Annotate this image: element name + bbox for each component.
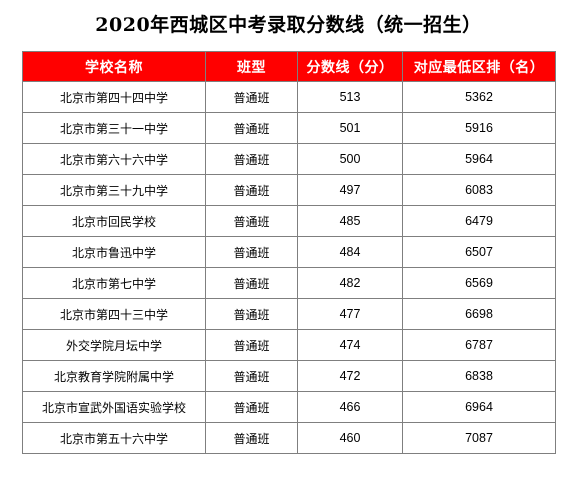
cell-school-name: 北京市第六十六中学 bbox=[22, 143, 206, 175]
cell-score: 500 bbox=[297, 143, 403, 175]
cell-class-type: 普通班 bbox=[205, 174, 298, 206]
cell-rank: 5916 bbox=[402, 112, 556, 144]
table-row: 北京市鲁迅中学 普通班 484 6507 bbox=[22, 236, 556, 268]
cell-rank: 6787 bbox=[402, 329, 556, 361]
cell-score: 472 bbox=[297, 360, 403, 392]
cell-score: 460 bbox=[297, 422, 403, 454]
table-row: 北京市宣武外国语实验学校 普通班 466 6964 bbox=[22, 391, 556, 423]
cell-score: 474 bbox=[297, 329, 403, 361]
table-row: 北京市第六十六中学 普通班 500 5964 bbox=[22, 143, 556, 175]
cell-school-name: 北京市回民学校 bbox=[22, 205, 206, 237]
score-table: 学校名称 班型 分数线（分） 对应最低区排（名） 北京市第四十四中学 普通班 5… bbox=[22, 51, 556, 454]
cell-score: 501 bbox=[297, 112, 403, 144]
table-row: 外交学院月坛中学 普通班 474 6787 bbox=[22, 329, 556, 361]
cell-school-name: 北京市宣武外国语实验学校 bbox=[22, 391, 206, 423]
table-row: 北京市第四十四中学 普通班 513 5362 bbox=[22, 81, 556, 113]
cell-school-name: 北京市第三十九中学 bbox=[22, 174, 206, 206]
table-row: 北京市第三十一中学 普通班 501 5916 bbox=[22, 112, 556, 144]
cell-rank: 6698 bbox=[402, 298, 556, 330]
cell-rank: 5362 bbox=[402, 81, 556, 113]
cell-score: 484 bbox=[297, 236, 403, 268]
cell-school-name: 北京市第三十一中学 bbox=[22, 112, 206, 144]
cell-class-type: 普通班 bbox=[205, 360, 298, 392]
cell-rank: 6479 bbox=[402, 205, 556, 237]
cell-school-name: 北京市第四十三中学 bbox=[22, 298, 206, 330]
cell-score: 497 bbox=[297, 174, 403, 206]
cell-school-name: 北京市鲁迅中学 bbox=[22, 236, 206, 268]
cell-class-type: 普通班 bbox=[205, 267, 298, 299]
cell-class-type: 普通班 bbox=[205, 205, 298, 237]
cell-rank: 6507 bbox=[402, 236, 556, 268]
cell-score: 485 bbox=[297, 205, 403, 237]
cell-school-name: 北京教育学院附属中学 bbox=[22, 360, 206, 392]
cell-rank: 6569 bbox=[402, 267, 556, 299]
table-body: 北京市第四十四中学 普通班 513 5362 北京市第三十一中学 普通班 501… bbox=[22, 81, 556, 454]
cell-rank: 6083 bbox=[402, 174, 556, 206]
cell-score: 482 bbox=[297, 267, 403, 299]
header-min-rank: 对应最低区排（名） bbox=[402, 51, 556, 82]
cell-class-type: 普通班 bbox=[205, 298, 298, 330]
cell-rank: 6838 bbox=[402, 360, 556, 392]
page-title: 2020年西城区中考录取分数线（统一招生） bbox=[95, 14, 482, 36]
table-row: 北京市第五十六中学 普通班 460 7087 bbox=[22, 422, 556, 454]
cell-class-type: 普通班 bbox=[205, 329, 298, 361]
cell-school-name: 北京市第七中学 bbox=[22, 267, 206, 299]
cell-class-type: 普通班 bbox=[205, 81, 298, 113]
cell-class-type: 普通班 bbox=[205, 391, 298, 423]
table-row: 北京市第七中学 普通班 482 6569 bbox=[22, 267, 556, 299]
header-class-type: 班型 bbox=[205, 51, 298, 82]
cell-score: 466 bbox=[297, 391, 403, 423]
table-row: 北京市回民学校 普通班 485 6479 bbox=[22, 205, 556, 237]
cell-school-name: 北京市第五十六中学 bbox=[22, 422, 206, 454]
cell-score: 513 bbox=[297, 81, 403, 113]
cell-school-name: 北京市第四十四中学 bbox=[22, 81, 206, 113]
table-header-row: 学校名称 班型 分数线（分） 对应最低区排（名） bbox=[22, 51, 556, 82]
cell-rank: 5964 bbox=[402, 143, 556, 175]
cell-school-name: 外交学院月坛中学 bbox=[22, 329, 206, 361]
cell-class-type: 普通班 bbox=[205, 143, 298, 175]
table-row: 北京市第三十九中学 普通班 497 6083 bbox=[22, 174, 556, 206]
header-school-name: 学校名称 bbox=[22, 51, 206, 82]
cell-score: 477 bbox=[297, 298, 403, 330]
cell-rank: 6964 bbox=[402, 391, 556, 423]
cell-class-type: 普通班 bbox=[205, 112, 298, 144]
table-row: 北京教育学院附属中学 普通班 472 6838 bbox=[22, 360, 556, 392]
cell-rank: 7087 bbox=[402, 422, 556, 454]
header-score-line: 分数线（分） bbox=[297, 51, 403, 82]
cell-class-type: 普通班 bbox=[205, 422, 298, 454]
table-row: 北京市第四十三中学 普通班 477 6698 bbox=[22, 298, 556, 330]
cell-class-type: 普通班 bbox=[205, 236, 298, 268]
